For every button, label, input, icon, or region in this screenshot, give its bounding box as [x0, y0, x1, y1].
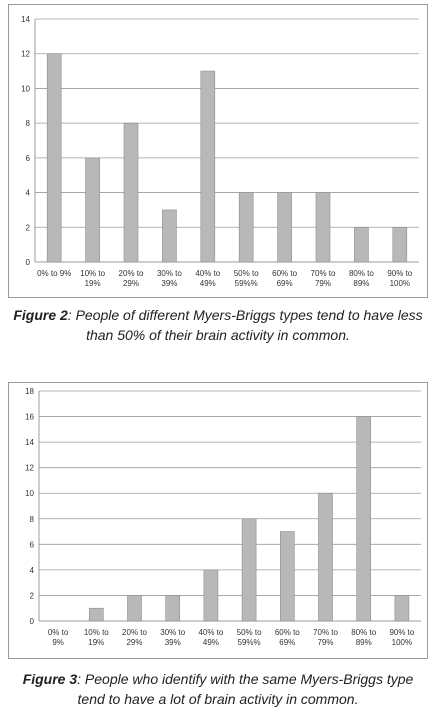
x-tick-label: 20% to	[119, 269, 144, 278]
bar	[241, 518, 257, 622]
x-tick-label: 69%	[277, 279, 293, 288]
bar	[354, 226, 369, 263]
bar	[162, 209, 177, 263]
y-tick-label: 16	[25, 413, 34, 422]
y-tick-label: 0	[26, 258, 31, 267]
bar	[315, 192, 331, 263]
bar	[85, 157, 100, 263]
x-tick-label: 30% to	[157, 269, 182, 278]
x-tick-label: 100%	[390, 279, 410, 288]
x-tick-label: 69%	[279, 638, 295, 647]
y-tick-label: 4	[26, 189, 31, 198]
figure-2-caption: Figure 2: People of different Myers-Brig…	[8, 305, 428, 345]
figure-3-caption-text: : People who identify with the same Myer…	[77, 671, 414, 707]
x-tick-label: 40% to	[198, 628, 223, 637]
y-tick-label: 14	[25, 438, 34, 447]
y-tick-label: 14	[21, 15, 30, 24]
x-tick-label: 19%	[85, 279, 101, 288]
x-tick-label: 79%	[315, 279, 331, 288]
bar	[238, 192, 254, 263]
figure-2-chart: 0 2 4 6 8 10 12 14 0% to 9% 10% to 19% 20% to 29% 30%…	[8, 4, 428, 298]
y-tick-label: 18	[25, 387, 34, 396]
bar	[203, 569, 219, 622]
y-tick-label: 6	[26, 154, 31, 163]
x-tick-label: 89%	[353, 279, 369, 288]
figure-3-caption: Figure 3: People who identify with the s…	[8, 669, 428, 709]
x-tick-label: 0% to	[48, 628, 69, 637]
x-tick-label: 70% to	[313, 628, 338, 637]
bar	[200, 70, 216, 263]
y-tick-label: 8	[30, 515, 35, 524]
x-tick-label: 49%	[200, 279, 216, 288]
figure-2-label: Figure 2	[13, 307, 68, 323]
bar	[46, 53, 62, 263]
x-tick-label: 20% to	[122, 628, 147, 637]
bar	[165, 595, 180, 622]
y-tick-label: 4	[30, 566, 35, 575]
x-tick-label: 40% to	[195, 269, 220, 278]
bar	[123, 122, 139, 263]
y-tick-label: 2	[30, 591, 35, 600]
x-tick-label: 49%	[203, 638, 219, 647]
y-tick-label: 8	[26, 119, 31, 128]
x-tick-label: 80% to	[349, 269, 374, 278]
bar	[127, 595, 142, 622]
x-tick-label: 10% to	[80, 269, 105, 278]
x-tick-label: 90% to	[387, 269, 412, 278]
x-tick-label: 59%%	[235, 279, 258, 288]
x-tick-label: 80% to	[351, 628, 376, 637]
x-tick-label: 30% to	[160, 628, 185, 637]
x-tick-label: 29%	[126, 638, 142, 647]
bar	[356, 416, 372, 622]
x-tick-label: 50% to	[237, 628, 262, 637]
bar	[392, 226, 408, 263]
x-tick-label: 100%	[392, 638, 412, 647]
y-tick-label: 6	[30, 540, 35, 549]
figure-2-caption-text: : People of different Myers-Briggs types…	[67, 307, 423, 343]
x-tick-label: 10% to	[84, 628, 109, 637]
x-tick-label: 79%	[317, 638, 333, 647]
x-tick-label: 70% to	[311, 269, 336, 278]
y-tick-label: 0	[30, 617, 35, 626]
bar	[277, 192, 292, 263]
y-tick-label: 10	[21, 84, 30, 93]
x-tick-label: 39%	[165, 638, 181, 647]
y-tick-label: 10	[25, 489, 34, 498]
y-tick-label: 12	[21, 50, 30, 59]
bar	[89, 607, 104, 622]
x-tick-label: 19%	[88, 638, 104, 647]
x-tick-label: 39%	[161, 279, 177, 288]
bar	[394, 595, 410, 622]
x-tick-label: 9%	[52, 638, 64, 647]
bar	[279, 531, 295, 622]
x-tick-label: 0% to 9%	[37, 269, 71, 278]
bar	[318, 492, 333, 622]
x-tick-label: 60% to	[272, 269, 297, 278]
figure-3-chart: 0 2 4 6 8 10 12 14 16 18 0% to 9% 10% to 19% 20% to 29%…	[8, 382, 428, 659]
x-tick-label: 50% to	[234, 269, 259, 278]
y-tick-label: 12	[25, 464, 34, 473]
y-tick-label: 2	[26, 223, 31, 232]
x-tick-label: 59%%	[238, 638, 261, 647]
x-tick-label: 90% to	[389, 628, 414, 637]
x-tick-label: 29%	[123, 279, 139, 288]
figure-3-label: Figure 3	[22, 671, 78, 687]
x-tick-label: 89%	[356, 638, 372, 647]
x-tick-label: 60% to	[275, 628, 300, 637]
